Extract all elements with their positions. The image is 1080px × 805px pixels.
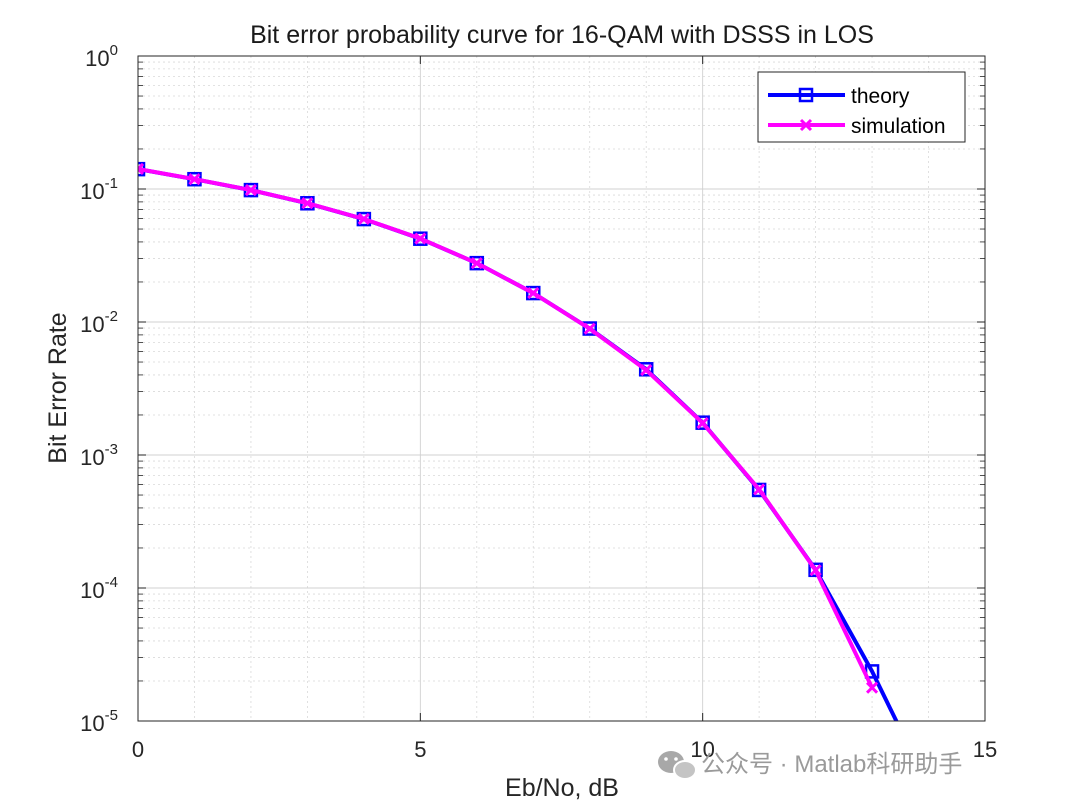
series-simulation <box>138 162 879 694</box>
data-point-simulation <box>357 212 370 226</box>
data-point-simulation <box>809 564 822 577</box>
legend-marker-theory <box>798 87 814 103</box>
minor-grid <box>138 56 985 721</box>
y-axis-label: Bit Error Rate <box>44 312 72 463</box>
watermark: 公众号 · Matlab科研助手 <box>658 751 962 780</box>
x-tick-label: 15 <box>973 737 997 762</box>
data-point-theory <box>638 362 654 377</box>
x-tick-labels: 0 5 10 15 <box>132 737 997 762</box>
y-tick-label: 10-2 <box>80 308 118 337</box>
legend-marker-simulation <box>799 118 813 132</box>
data-point-simulation <box>866 681 879 694</box>
x-tick-label: 0 <box>132 737 144 762</box>
data-point-simulation <box>188 173 201 186</box>
wechat-icon <box>658 751 697 780</box>
data-point-simulation <box>244 183 257 197</box>
data-point-simulation <box>301 197 314 210</box>
axis-ticks <box>137 55 986 722</box>
plot-area <box>137 55 986 722</box>
plot-frame <box>137 55 986 722</box>
data-point-theory <box>695 415 710 430</box>
legend-box <box>757 71 966 143</box>
y-tick-label: 10-4 <box>80 574 118 603</box>
data-point-simulation <box>138 162 145 176</box>
watermark-text: 公众号 · Matlab科研助手 <box>701 751 962 778</box>
data-point-theory <box>808 562 823 578</box>
x-tick-label: 5 <box>414 737 426 762</box>
legend-entry-simulation[interactable]: simulation <box>768 115 946 138</box>
data-point-theory <box>751 482 767 498</box>
legend-label-theory: theory <box>851 85 910 108</box>
data-point-simulation <box>414 232 427 245</box>
data-point-simulation <box>470 257 483 270</box>
y-tick-label: 10-3 <box>80 441 118 470</box>
x-tick-label: 10 <box>690 737 714 762</box>
data-point-theory <box>413 231 428 246</box>
plot-background <box>138 56 985 721</box>
y-tick-label: 10-1 <box>80 175 118 204</box>
data-point-simulation <box>753 483 766 496</box>
data-point-theory <box>526 285 541 301</box>
series-layer <box>138 161 899 721</box>
data-point-theory <box>582 321 597 336</box>
y-tick-label: 100 <box>85 42 118 71</box>
data-point-theory <box>469 255 485 271</box>
chart-title: Bit error probability curve for 16-QAM w… <box>250 21 874 49</box>
major-grid <box>138 56 985 721</box>
data-point-simulation <box>527 287 540 300</box>
legend-entry-theory[interactable]: theory <box>768 85 910 108</box>
x-axis-label: Eb/No, dB <box>505 774 619 802</box>
y-tick-labels: 100 10-1 10-2 10-3 10-4 10-5 <box>80 42 118 736</box>
data-point-simulation <box>583 322 596 335</box>
series-line-simulation <box>138 166 874 689</box>
data-point-simulation <box>640 364 653 377</box>
data-point-simulation <box>696 416 709 430</box>
y-tick-label: 10-5 <box>80 707 118 736</box>
legend-label-simulation: simulation <box>851 115 946 138</box>
legend[interactable]: theory simulation <box>757 71 966 143</box>
